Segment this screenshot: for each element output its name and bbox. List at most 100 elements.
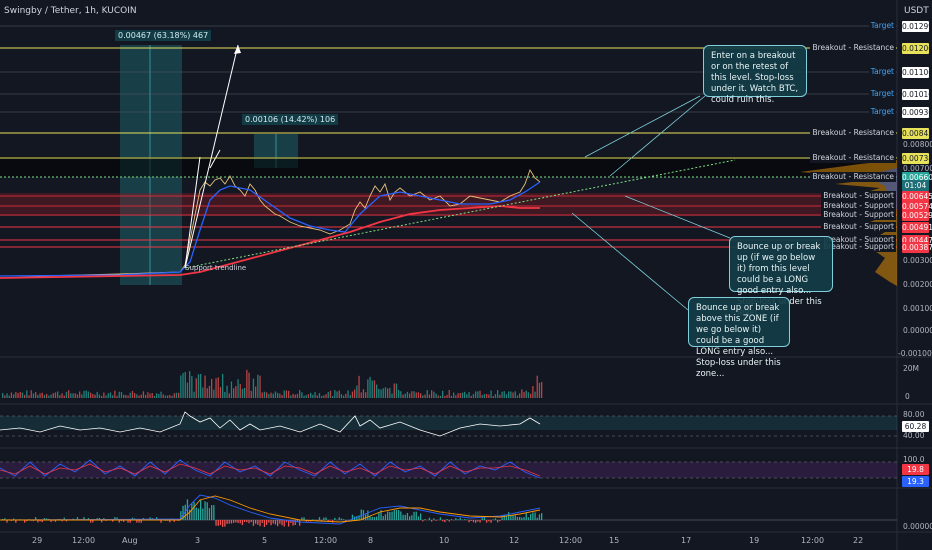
macd-bar	[215, 520, 217, 526]
volume-bar	[105, 395, 107, 398]
volume-bar	[521, 389, 523, 398]
macd-bar	[475, 520, 477, 523]
macd-bar	[101, 520, 103, 523]
macd-bar	[457, 519, 459, 520]
volume-bar	[46, 393, 48, 398]
macd-bar	[431, 520, 433, 522]
macd-bar	[512, 515, 514, 520]
note-bounce-level[interactable]: Bounce up or break up (if we go below it…	[729, 236, 833, 318]
axis-price-0200: 0.00200	[903, 280, 932, 289]
macd-bar	[481, 517, 483, 520]
macd-bar	[37, 520, 39, 523]
volume-bar	[202, 387, 204, 398]
volume-bar	[65, 391, 68, 398]
volume-bar	[327, 391, 329, 398]
volume-bar	[90, 392, 92, 398]
note-breakout[interactable]: Enter on a breakout or on the retest of …	[703, 45, 807, 105]
volume-bar	[131, 390, 134, 398]
support-trendline	[184, 159, 736, 269]
macd-bar	[24, 520, 26, 523]
volume-bar	[490, 390, 492, 398]
volume-bar	[87, 391, 90, 398]
level-label-5: Breakout - Resistance	[810, 128, 896, 138]
volume-bar	[83, 390, 85, 398]
volume-bar	[444, 395, 446, 398]
volume-bar	[162, 394, 164, 398]
note-bounce-zone[interactable]: Bounce up or break above this ZONE (if w…	[688, 297, 790, 379]
chart-title: Swingby / Tether, 1h, KUCOIN	[4, 6, 137, 16]
volume-bar	[274, 391, 277, 398]
volume-bar	[101, 395, 103, 398]
macd-bar	[499, 520, 501, 522]
volume-bar	[107, 393, 109, 398]
macd-bar	[233, 520, 235, 523]
macd-bar	[428, 517, 431, 520]
volume-bar	[499, 394, 501, 398]
volume-bar	[378, 388, 380, 398]
macd-bar	[26, 520, 28, 522]
volume-bar	[116, 395, 118, 398]
volume-bar	[43, 395, 46, 398]
volume-bars	[2, 369, 543, 398]
time-tick-3: 3	[195, 536, 201, 545]
macd-bar	[230, 520, 233, 524]
macd-bar	[371, 516, 373, 520]
macd-bar	[477, 520, 479, 522]
macd-bar	[149, 517, 151, 520]
macd-bar	[283, 520, 285, 527]
volume-zero-label: 0	[905, 392, 910, 401]
volume-bar	[208, 385, 211, 398]
level-price-tag-12: 0.00447	[902, 235, 932, 246]
volume-bar	[470, 395, 472, 398]
volume-bar	[217, 377, 219, 398]
volume-bar	[200, 373, 202, 398]
macd-bar	[32, 520, 35, 522]
macd-bar	[541, 513, 543, 520]
volume-bar	[527, 392, 530, 398]
time-tick-1: 12:00	[72, 536, 96, 545]
macd-bar	[505, 515, 508, 520]
volume-bar	[424, 394, 426, 398]
axis-price-0100: 0.00100	[903, 304, 932, 313]
volume-bar	[257, 374, 259, 398]
time-tick-5: 12:00	[314, 536, 338, 545]
volume-bar	[301, 392, 303, 398]
time-tick-0: 29	[32, 536, 43, 545]
volume-bar	[120, 392, 123, 398]
macd-histogram	[2, 499, 543, 527]
macd-bar	[413, 511, 415, 520]
macd-bar	[219, 520, 222, 526]
volume-bar	[19, 391, 21, 398]
volume-bar	[395, 383, 398, 398]
volume-bar	[466, 394, 468, 398]
volume-bar	[127, 395, 129, 398]
macd-bar	[197, 508, 200, 520]
volume-bar	[369, 376, 371, 398]
volume-bar	[241, 388, 244, 398]
macd-bar	[367, 510, 369, 520]
macd-bar	[420, 513, 422, 520]
macd-bar	[521, 517, 523, 520]
macd-bar	[527, 517, 530, 520]
macd-bar	[538, 514, 541, 520]
macd-bar	[318, 517, 321, 520]
time-tick-7: 10	[439, 536, 450, 545]
volume-bar	[409, 393, 411, 398]
macd-bar	[516, 516, 519, 520]
macd-bar	[316, 520, 318, 521]
macd-bar	[250, 520, 252, 523]
macd-zero-label: 0.00000	[903, 522, 932, 531]
macd-bar	[61, 520, 63, 522]
macd-bar	[226, 520, 228, 525]
volume-bar	[235, 386, 237, 398]
volume-bar	[8, 395, 10, 398]
volume-bar	[24, 394, 26, 398]
volume-bar	[442, 390, 444, 398]
axis-price-0800: 0.00800	[903, 140, 932, 149]
volume-bar	[226, 385, 228, 398]
level-label-11: Breakout - Support	[821, 222, 896, 232]
volume-bar	[332, 395, 334, 398]
volume-bar	[321, 395, 323, 398]
time-tick-13: 12:00	[801, 536, 825, 545]
